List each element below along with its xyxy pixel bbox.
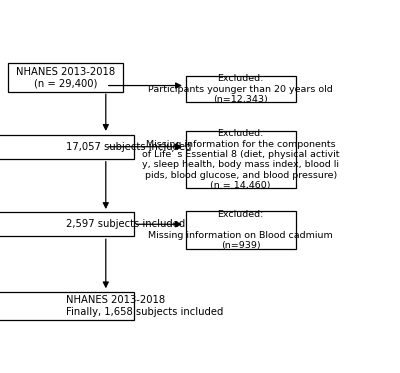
Text: Excluded:

Missing information on Blood cadmium
(n=939): Excluded: Missing information on Blood c…	[148, 210, 333, 250]
FancyBboxPatch shape	[8, 63, 123, 92]
FancyBboxPatch shape	[0, 212, 134, 236]
Text: NHANES 2013-2018
Finally, 1,658 subjects included: NHANES 2013-2018 Finally, 1,658 subjects…	[66, 295, 223, 317]
FancyBboxPatch shape	[186, 131, 296, 188]
FancyBboxPatch shape	[0, 292, 134, 320]
Text: 17,057 subjects included: 17,057 subjects included	[66, 142, 191, 152]
Text: Excluded:
Missing information for the components
of Life’ s Essential 8 (diet, p: Excluded: Missing information for the co…	[142, 129, 339, 190]
FancyBboxPatch shape	[0, 135, 134, 159]
FancyBboxPatch shape	[186, 211, 296, 250]
Text: 2,597 subjects included: 2,597 subjects included	[66, 219, 185, 229]
FancyBboxPatch shape	[186, 76, 296, 102]
Text: Excluded:
Participants younger than 20 years old
(n=12,343): Excluded: Participants younger than 20 y…	[148, 74, 333, 104]
Text: NHANES 2013-2018
(n = 29,400): NHANES 2013-2018 (n = 29,400)	[16, 67, 115, 89]
